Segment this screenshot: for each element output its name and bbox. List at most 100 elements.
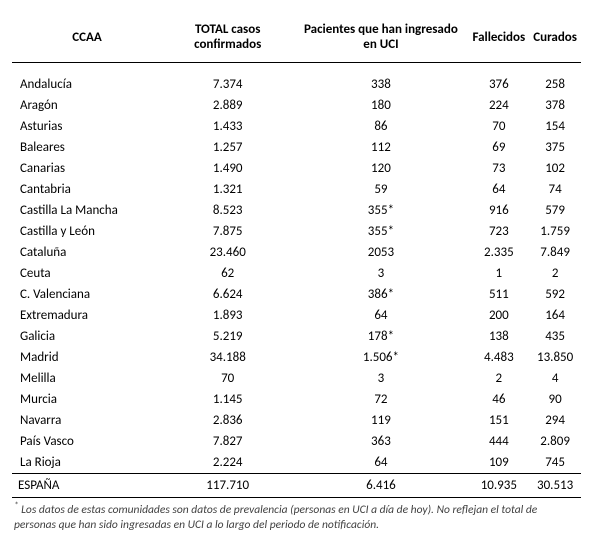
- table-row: C. Valenciana6.624386*511592: [12, 284, 581, 305]
- total-value: 6.416: [293, 474, 468, 498]
- table-row: Galicia5.219178*138435: [12, 326, 581, 347]
- row-value: 46: [468, 389, 529, 410]
- row-value: 102: [529, 158, 581, 179]
- total-label: ESPAÑA: [12, 474, 162, 498]
- table-total-row: ESPAÑA117.7106.41610.93530.513: [12, 474, 581, 498]
- row-region: Cantabria: [12, 179, 162, 200]
- row-value: 6.624: [162, 284, 293, 305]
- row-value: 444: [468, 431, 529, 452]
- row-value: 74: [529, 179, 581, 200]
- row-region: Murcia: [12, 389, 162, 410]
- row-value: 64: [293, 305, 468, 326]
- row-value: 4: [529, 368, 581, 389]
- row-value: 178*: [293, 326, 468, 347]
- row-value: 62: [162, 263, 293, 284]
- row-value: 1: [468, 263, 529, 284]
- row-value: 13.850: [529, 347, 581, 368]
- row-value: 86: [293, 116, 468, 137]
- table-row: Andalucía7.374338376258: [12, 63, 581, 96]
- row-value: 745: [529, 452, 581, 474]
- footnote-text: Los datos de estas comunidades son datos…: [14, 503, 537, 533]
- table-row: Castilla y León7.875355*7231.759: [12, 221, 581, 242]
- row-value: 72: [293, 389, 468, 410]
- row-value: 363: [293, 431, 468, 452]
- row-value: 1.145: [162, 389, 293, 410]
- row-region: Galicia: [12, 326, 162, 347]
- col-fallecidos: Fallecidos: [468, 12, 529, 63]
- row-region: Baleares: [12, 137, 162, 158]
- row-region: Asturias: [12, 116, 162, 137]
- row-value: 7.827: [162, 431, 293, 452]
- row-value: 59: [293, 179, 468, 200]
- row-value: 7.875: [162, 221, 293, 242]
- row-region: Cataluña: [12, 242, 162, 263]
- row-value: 69: [468, 137, 529, 158]
- table-row: Canarias1.49012073102: [12, 158, 581, 179]
- row-value: 23.460: [162, 242, 293, 263]
- row-value: 258: [529, 63, 581, 96]
- row-value: 120: [293, 158, 468, 179]
- row-value: 386*: [293, 284, 468, 305]
- row-value: 2.224: [162, 452, 293, 474]
- table-row: Asturias1.4338670154: [12, 116, 581, 137]
- row-value: 112: [293, 137, 468, 158]
- covid-ccaa-table: CCAA TOTAL casos confirmados Pacientes q…: [12, 12, 581, 498]
- row-value: 592: [529, 284, 581, 305]
- col-uci: Pacientes que han ingresado en UCI: [293, 12, 468, 63]
- row-value: 1.321: [162, 179, 293, 200]
- row-value: 109: [468, 452, 529, 474]
- table-row: País Vasco7.8273634442.809: [12, 431, 581, 452]
- table-row: Navarra2.836119151294: [12, 410, 581, 431]
- row-region: Madrid: [12, 347, 162, 368]
- row-value: 1.506*: [293, 347, 468, 368]
- row-value: 375: [529, 137, 581, 158]
- row-region: Extremadura: [12, 305, 162, 326]
- row-value: 2: [529, 263, 581, 284]
- row-region: Melilla: [12, 368, 162, 389]
- row-region: La Rioja: [12, 452, 162, 474]
- row-region: Castilla La Mancha: [12, 200, 162, 221]
- row-value: 376: [468, 63, 529, 96]
- row-value: 579: [529, 200, 581, 221]
- row-value: 723: [468, 221, 529, 242]
- row-value: 138: [468, 326, 529, 347]
- row-value: 355*: [293, 221, 468, 242]
- row-value: 1.893: [162, 305, 293, 326]
- row-region: País Vasco: [12, 431, 162, 452]
- row-value: 180: [293, 95, 468, 116]
- row-region: C. Valenciana: [12, 284, 162, 305]
- table-row: Extremadura1.89364200164: [12, 305, 581, 326]
- row-value: 1.490: [162, 158, 293, 179]
- row-value: 338: [293, 63, 468, 96]
- table-row: Madrid34.1881.506*4.48313.850: [12, 347, 581, 368]
- table-row: Castilla La Mancha8.523355*916579: [12, 200, 581, 221]
- footnote: * Los datos de estas comunidades son dat…: [12, 500, 581, 534]
- row-value: 355*: [293, 200, 468, 221]
- row-region: Castilla y León: [12, 221, 162, 242]
- row-value: 294: [529, 410, 581, 431]
- row-value: 2.889: [162, 95, 293, 116]
- row-value: 2: [468, 368, 529, 389]
- row-value: 119: [293, 410, 468, 431]
- row-value: 64: [293, 452, 468, 474]
- row-value: 5.219: [162, 326, 293, 347]
- row-region: Navarra: [12, 410, 162, 431]
- footnote-marker: *: [14, 500, 18, 511]
- row-value: 151: [468, 410, 529, 431]
- row-value: 4.483: [468, 347, 529, 368]
- row-value: 70: [468, 116, 529, 137]
- row-region: Ceuta: [12, 263, 162, 284]
- row-value: 2.809: [529, 431, 581, 452]
- row-value: 2053: [293, 242, 468, 263]
- row-region: Aragón: [12, 95, 162, 116]
- row-value: 7.849: [529, 242, 581, 263]
- row-value: 164: [529, 305, 581, 326]
- row-value: 73: [468, 158, 529, 179]
- total-value: 10.935: [468, 474, 529, 498]
- row-value: 200: [468, 305, 529, 326]
- row-value: 435: [529, 326, 581, 347]
- table-row: La Rioja2.22464109745: [12, 452, 581, 474]
- row-value: 916: [468, 200, 529, 221]
- table-row: Baleares1.25711269375: [12, 137, 581, 158]
- row-value: 3: [293, 263, 468, 284]
